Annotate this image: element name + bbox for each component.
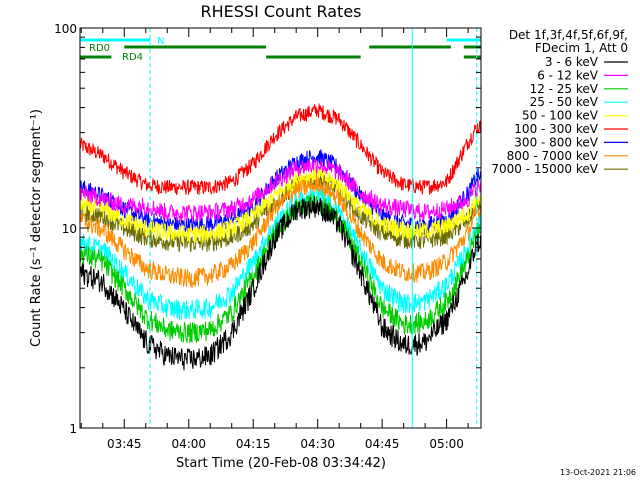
series-line-1 <box>79 158 482 222</box>
series-line-7 <box>79 176 482 289</box>
series-line-3 <box>79 188 482 320</box>
flag-bars: N RD0 RD4 <box>80 36 481 63</box>
series-line-4 <box>79 166 482 244</box>
x-tick-label-0: 03:45 <box>107 437 142 451</box>
flag-label-n: N <box>157 36 164 47</box>
legend-label-0: 3 - 6 keV <box>545 55 599 69</box>
y-axis-ticks: 1 10 100 <box>54 22 481 436</box>
y-tick-label-1: 10 <box>62 222 77 236</box>
series-line-5 <box>79 103 482 196</box>
x-axis-ticks: 03:45 04:00 04:15 04:30 04:45 05:00 <box>80 28 469 451</box>
x-tick-label-4: 04:45 <box>365 437 400 451</box>
x-tick-label-2: 04:15 <box>236 437 271 451</box>
y-tick-label-0: 1 <box>69 422 77 436</box>
legend-label-7: 800 - 7000 keV <box>507 149 599 163</box>
x-tick-label-3: 04:30 <box>300 437 335 451</box>
y-tick-label-2: 100 <box>54 22 77 36</box>
footer-timestamp: 13-Oct-2021 21:06 <box>560 468 636 477</box>
legend-label-4: 50 - 100 keV <box>522 109 599 123</box>
flag-label-rd4: RD4 <box>122 52 143 63</box>
legend: Det 1f,3f,4f,5f,6f,9f, FDecim 1, Att 0 3… <box>491 28 628 176</box>
series-layer <box>79 103 482 371</box>
legend-label-3: 25 - 50 keV <box>530 95 599 109</box>
legend-label-5: 100 - 300 keV <box>514 122 598 136</box>
legend-label-1: 6 - 12 keV <box>537 68 599 82</box>
legend-header-line-2: FDecim 1, Att 0 <box>535 41 628 55</box>
x-axis-label: Start Time (20-Feb-08 03:34:42) <box>176 456 386 471</box>
x-tick-label-1: 04:00 <box>171 437 206 451</box>
legend-label-8: 7000 - 15000 keV <box>491 162 598 176</box>
series-line-0 <box>79 196 482 371</box>
x-tick-label-5: 05:00 <box>429 437 464 451</box>
legend-label-2: 12 - 25 keV <box>530 82 599 96</box>
y-axis-label: Count Rate (s⁻¹ detector segment⁻¹) <box>29 109 44 347</box>
series-line-2 <box>79 193 482 344</box>
legend-header-line-1: Det 1f,3f,4f,5f,6f,9f, <box>509 28 628 42</box>
flag-label-rd0: RD0 <box>89 43 110 54</box>
chart-title: RHESSI Count Rates <box>201 2 362 21</box>
legend-label-6: 300 - 800 keV <box>514 135 598 149</box>
